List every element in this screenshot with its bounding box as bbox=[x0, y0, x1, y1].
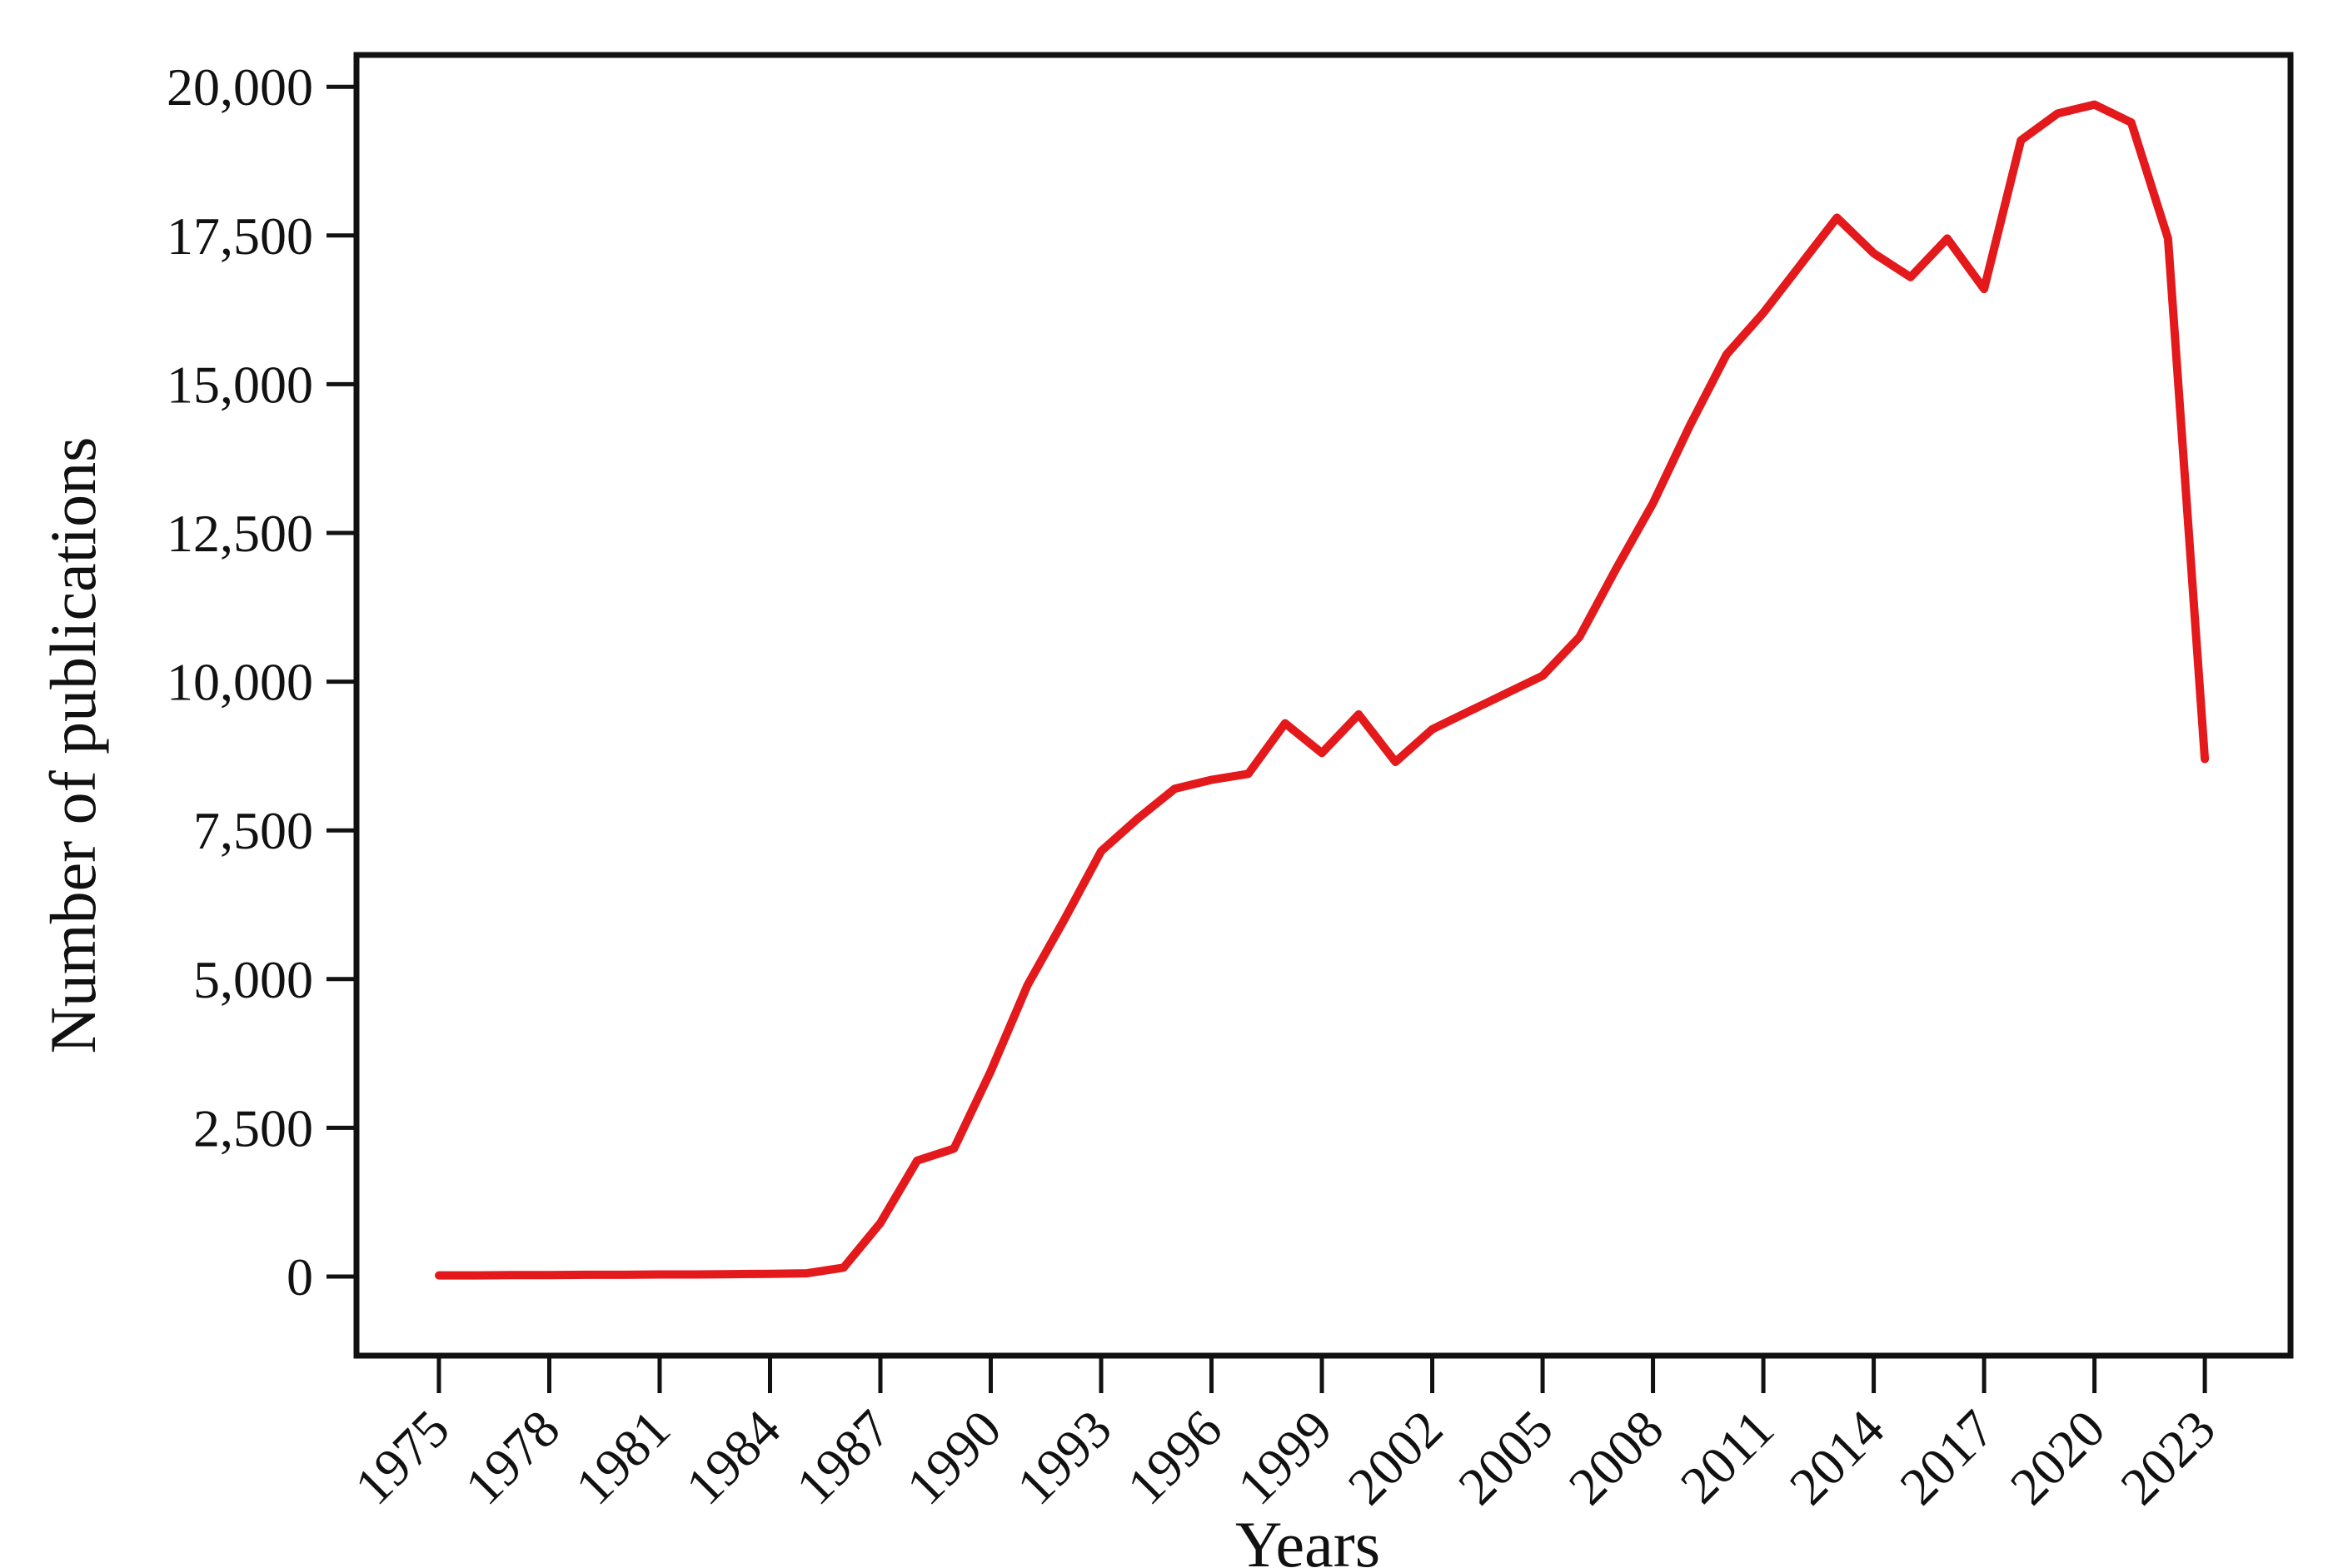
y-tick-label: 17,500 bbox=[167, 207, 313, 266]
y-tick-label: 2,500 bbox=[193, 1098, 313, 1157]
x-tick-label: 2023 bbox=[2109, 1399, 2226, 1516]
x-tick-label: 1984 bbox=[675, 1399, 792, 1516]
x-tick-label: 1999 bbox=[1226, 1399, 1343, 1516]
y-tick-label: 0 bbox=[287, 1247, 313, 1307]
x-tick-label: 2002 bbox=[1337, 1399, 1454, 1516]
x-tick-label: 1987 bbox=[785, 1399, 902, 1516]
x-tick-label: 1981 bbox=[564, 1399, 681, 1516]
y-tick-label: 12,500 bbox=[167, 504, 313, 563]
x-tick-label: 2014 bbox=[1778, 1399, 1896, 1516]
plot-border bbox=[353, 52, 2294, 1359]
y-axis-title: Number of publications bbox=[37, 436, 109, 1054]
x-tick-label: 2017 bbox=[1888, 1399, 2006, 1516]
y-tick-label: 7,500 bbox=[193, 801, 313, 860]
x-axis-title: Years bbox=[1234, 1508, 1381, 1568]
x-tick-label: 1996 bbox=[1116, 1399, 1234, 1516]
y-tick-label: 20,000 bbox=[167, 57, 313, 117]
x-tick-label: 2005 bbox=[1447, 1399, 1564, 1516]
x-tick-label: 1993 bbox=[1005, 1399, 1123, 1516]
x-tick-label: 1975 bbox=[343, 1399, 461, 1516]
x-tick-label: 2008 bbox=[1558, 1399, 1675, 1516]
y-tick-label: 15,000 bbox=[167, 355, 313, 414]
x-tick-label: 2011 bbox=[1669, 1399, 1785, 1515]
x-tick-label: 2020 bbox=[1999, 1399, 2116, 1516]
y-tick-label: 5,000 bbox=[193, 950, 313, 1009]
x-tick-label: 1990 bbox=[895, 1399, 1013, 1516]
x-tick-label: 1978 bbox=[454, 1399, 571, 1516]
publications-line-series bbox=[435, 100, 2210, 1280]
y-tick-label: 10,000 bbox=[167, 653, 313, 712]
